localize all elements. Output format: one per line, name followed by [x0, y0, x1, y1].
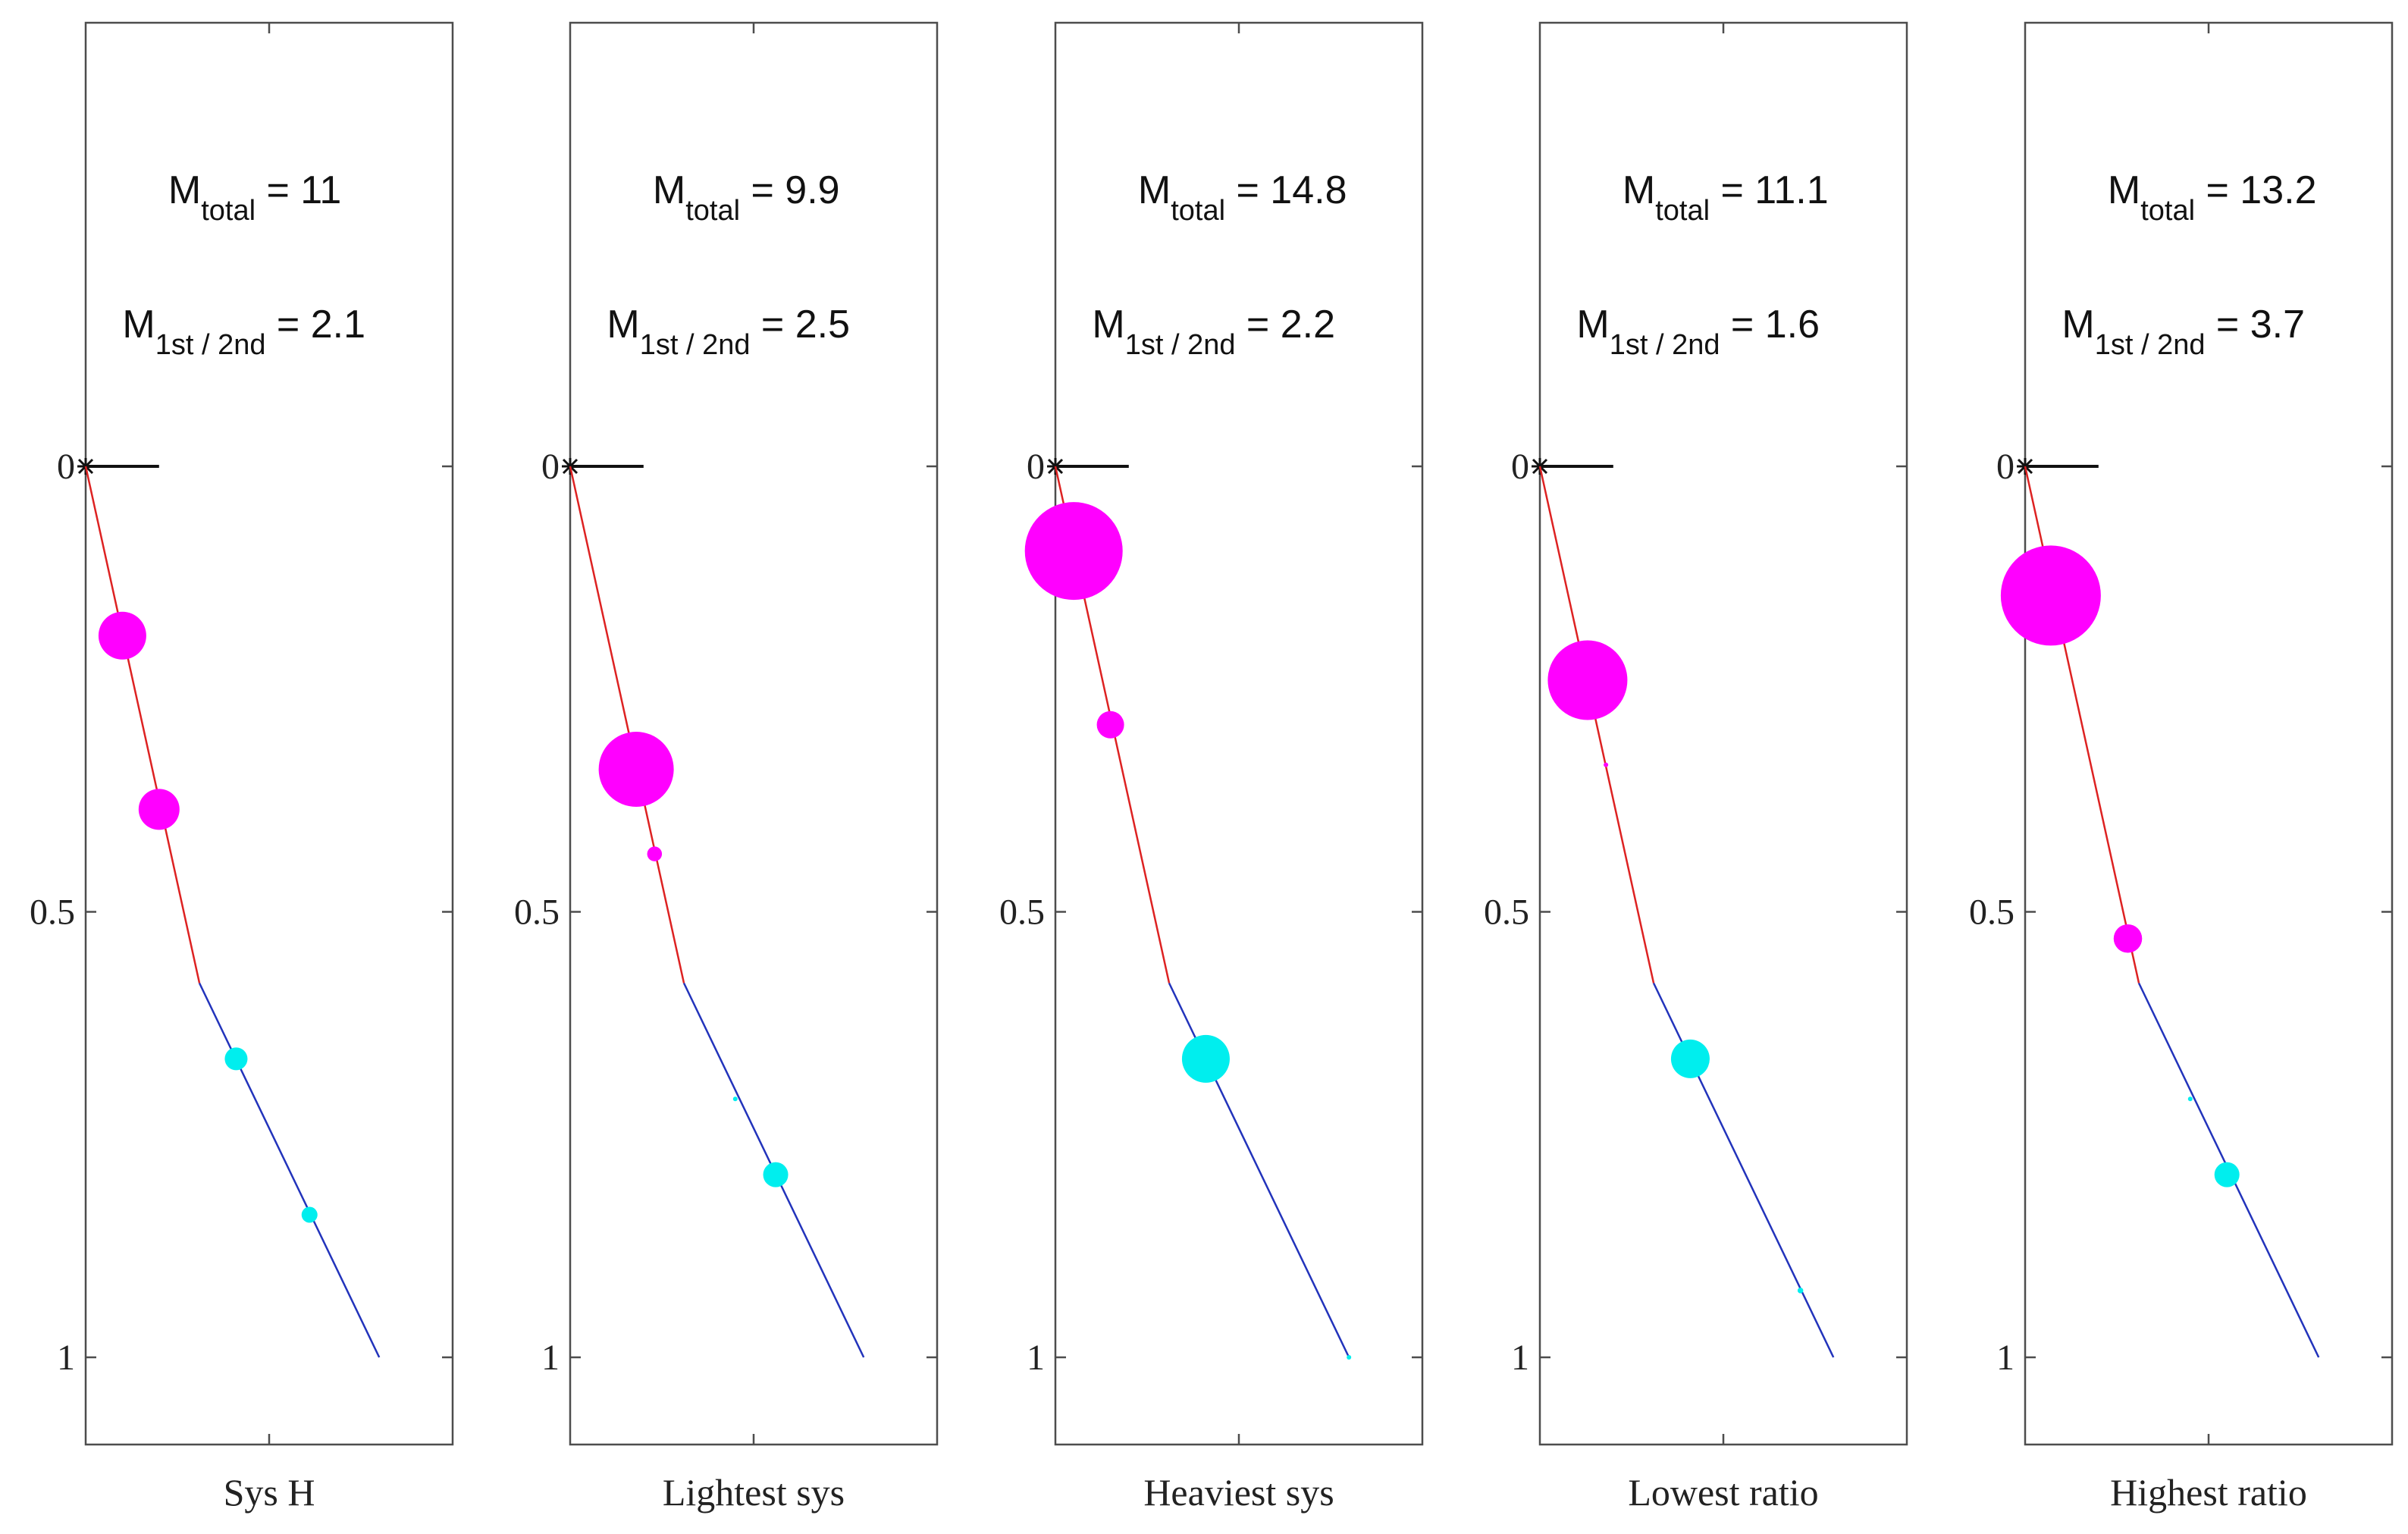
upper-path-line [2024, 466, 2140, 983]
y-tick-label: 0.5 [1484, 892, 1529, 933]
m-ratio-value: = 2.5 [750, 303, 850, 347]
m-total-value: = 13.2 [2195, 168, 2316, 212]
m-ratio-annotation: M1st / 2nd = 2.1 [122, 303, 365, 361]
m-total-annotation: Mtotal = 9.9 [653, 168, 840, 227]
upper-path-line [569, 466, 685, 983]
mass-point-upper [598, 732, 674, 807]
m-ratio-symbol: M [1092, 303, 1124, 347]
m-total-annotation: Mtotal = 14.8 [1138, 168, 1347, 227]
mass-point-upper [138, 789, 180, 830]
panel-xlabel: Lightest sys [663, 1471, 845, 1514]
lower-path-line [1652, 982, 1835, 1358]
y-tick-label: 1 [541, 1338, 560, 1378]
m-total-symbol: M [2108, 168, 2140, 212]
y-tick-label: 1 [57, 1338, 75, 1378]
y-tick-label: 0 [1027, 447, 1045, 487]
m-ratio-subscript: 1st / 2nd [1610, 329, 1720, 361]
m-ratio-value: = 1.6 [1720, 303, 1820, 347]
mass-point-lower [301, 1206, 318, 1223]
m-total-annotation: Mtotal = 13.2 [2108, 168, 2317, 227]
mass-point-upper [2000, 545, 2101, 646]
m-total-value: = 14.8 [1225, 168, 1347, 212]
mass-point-lower [763, 1162, 789, 1187]
panel-frame [1538, 21, 1908, 1446]
panel-frame [2024, 21, 2394, 1446]
mass-point-upper [1547, 640, 1628, 720]
panel-xlabel: Heaviest sys [1143, 1471, 1334, 1514]
mass-point-upper [1024, 502, 1123, 601]
y-tick-label: 1 [1996, 1338, 2015, 1378]
m-total-value: = 11 [256, 168, 341, 212]
m-ratio-subscript: 1st / 2nd [640, 329, 751, 361]
m-total-symbol: M [653, 168, 685, 212]
y-tick-label: 0.5 [999, 892, 1045, 933]
y-tick-label: 0.5 [30, 892, 75, 933]
m-total-annotation: Mtotal = 11 [168, 168, 341, 227]
m-total-symbol: M [168, 168, 201, 212]
upper-path-line [1538, 466, 1655, 983]
panel-xlabel: Lowest ratio [1628, 1471, 1818, 1514]
m-ratio-symbol: M [2062, 303, 2094, 347]
m-total-subscript: total [201, 195, 256, 227]
m-total-subscript: total [1655, 195, 1710, 227]
mass-point-lower [224, 1047, 248, 1071]
panel-xlabel: Highest ratio [2110, 1471, 2307, 1514]
m-total-value: = 9.9 [740, 168, 840, 212]
mass-point-lower [1347, 1355, 1352, 1360]
m-ratio-subscript: 1st / 2nd [155, 329, 266, 361]
m-ratio-symbol: M [1576, 303, 1609, 347]
y-tick-label: 0 [541, 447, 560, 487]
mass-point-upper [2113, 924, 2143, 953]
m-ratio-value: = 2.1 [265, 303, 365, 347]
m-total-subscript: total [2140, 195, 2195, 227]
m-ratio-symbol: M [607, 303, 639, 347]
y-tick-label: 0.5 [1969, 892, 2015, 933]
m-total-value: = 11.1 [1710, 168, 1829, 212]
mass-point-lower [1797, 1288, 1804, 1294]
y-tick-label: 0 [57, 447, 75, 487]
m-ratio-annotation: M1st / 2nd = 3.7 [2062, 303, 2305, 361]
mass-point-lower [732, 1096, 738, 1102]
y-tick-label: 0 [1996, 447, 2015, 487]
y-tick-label: 0.5 [514, 892, 560, 933]
y-tick-label: 1 [1027, 1338, 1045, 1378]
mass-point-lower [1181, 1034, 1230, 1083]
mass-point-upper [1096, 711, 1124, 739]
m-total-symbol: M [1138, 168, 1171, 212]
m-total-symbol: M [1623, 168, 1655, 212]
mass-point-lower [2187, 1096, 2193, 1102]
m-ratio-symbol: M [122, 303, 155, 347]
m-ratio-value: = 3.7 [2205, 303, 2305, 347]
mass-point-lower [2214, 1162, 2240, 1187]
m-total-subscript: total [1171, 195, 1225, 227]
lower-path-line [198, 982, 381, 1358]
mass-point-upper [98, 611, 146, 660]
m-ratio-subscript: 1st / 2nd [2095, 329, 2206, 361]
m-ratio-annotation: M1st / 2nd = 1.6 [1576, 303, 1820, 361]
mass-point-upper [1604, 762, 1609, 767]
mass-point-lower [1670, 1039, 1710, 1078]
y-tick-label: 1 [1511, 1338, 1529, 1378]
y-tick-label: 0 [1511, 447, 1529, 487]
m-ratio-value: = 2.2 [1235, 303, 1335, 347]
mass-point-upper [647, 846, 663, 861]
m-ratio-annotation: M1st / 2nd = 2.2 [1092, 303, 1335, 361]
upper-path-line [84, 466, 201, 983]
m-total-subscript: total [685, 195, 740, 227]
panel-frame [84, 21, 454, 1446]
m-ratio-annotation: M1st / 2nd = 2.5 [607, 303, 850, 361]
panel-xlabel: Sys H [224, 1471, 315, 1514]
m-total-annotation: Mtotal = 11.1 [1623, 168, 1829, 227]
m-ratio-subscript: 1st / 2nd [1125, 329, 1236, 361]
